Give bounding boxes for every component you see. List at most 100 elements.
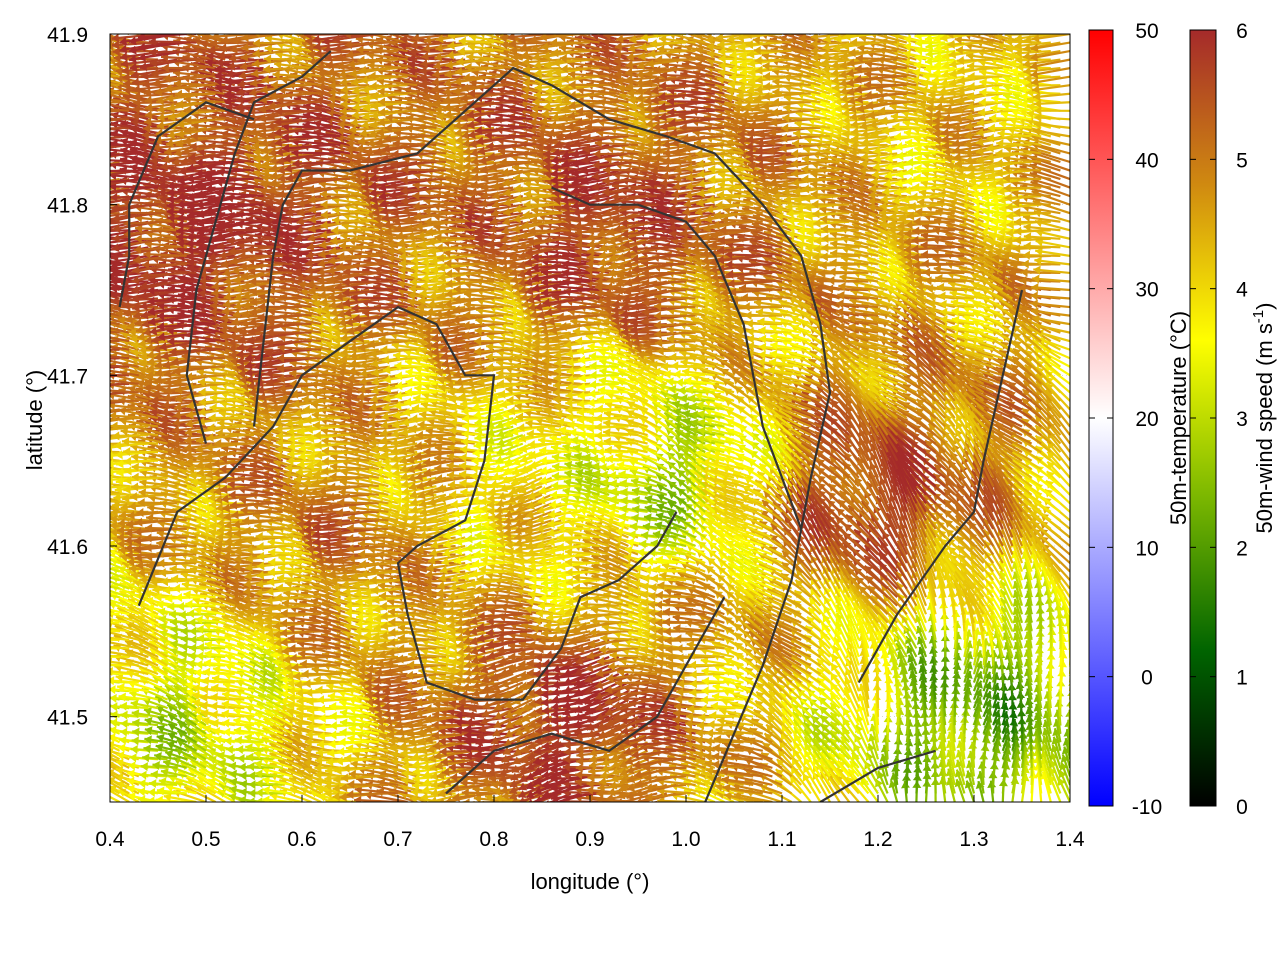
- wind-vector-head: [99, 730, 107, 739]
- wind-vector-head: [102, 586, 110, 595]
- wind-vector-head: [81, 760, 89, 768]
- wind-vector-head: [431, 779, 440, 789]
- wind-vector-head: [315, 777, 323, 787]
- wind-vector-head: [624, 807, 632, 816]
- wind-vector-head: [634, 806, 642, 815]
- wind-vector: [110, 780, 130, 795]
- wind-vector-head: [98, 767, 106, 775]
- wind-vector-head: [97, 751, 105, 759]
- wind-vector-head: [91, 727, 99, 735]
- wind-vector-head: [1059, 762, 1069, 771]
- wind-vector-head: [509, 791, 518, 801]
- wind-vector-head: [89, 758, 97, 766]
- wind-vector-head: [421, 785, 430, 794]
- wind-vector-head: [324, 789, 332, 799]
- wind-vector-head: [152, 761, 160, 770]
- wind-vector-head: [96, 623, 104, 632]
- wind-vector: [459, 800, 466, 802]
- wind-vector-head: [149, 779, 157, 789]
- wind-vector-head: [445, 796, 452, 802]
- wind-vector-head: [334, 765, 342, 775]
- wind-vector: [1068, 691, 1070, 700]
- wind-vector-head: [83, 659, 90, 668]
- wind-vector: [354, 788, 399, 795]
- wind-vector-head: [229, 777, 238, 787]
- wind-vector-head: [79, 592, 86, 601]
- wind-vector-head: [137, 787, 146, 797]
- wind-vector-head: [428, 804, 436, 813]
- wind-vector-head: [724, 791, 733, 801]
- wind-vector-head: [140, 762, 148, 772]
- wind-vector-head: [77, 619, 84, 628]
- wind-vector-head: [411, 780, 420, 790]
- wind-vector-head: [721, 775, 730, 785]
- wind-vector-head: [262, 776, 271, 785]
- wind-vector-head: [645, 783, 653, 793]
- wind-vector: [110, 769, 121, 778]
- wind-vector-head: [528, 798, 533, 802]
- wind-vector-head: [346, 790, 354, 800]
- wind-vector-head: [430, 771, 439, 781]
- wind-vector-head: [350, 759, 359, 769]
- wind-vector-head: [325, 796, 333, 802]
- wind-vector-head: [218, 766, 227, 776]
- wind-vector-head: [422, 799, 427, 802]
- wind-vector-head: [450, 772, 458, 782]
- wind-vector: [110, 778, 121, 786]
- wind-vector-head: [542, 790, 551, 799]
- wind-vector-head: [90, 776, 98, 784]
- wind-vector-head: [534, 786, 543, 795]
- wind-vector-head: [238, 795, 247, 802]
- wind-vector-head: [92, 720, 100, 728]
- wind-vector: [577, 800, 581, 802]
- wind-vector-head: [239, 787, 247, 797]
- wind-vector-head: [100, 723, 108, 732]
- wind-vector-head: [110, 657, 113, 667]
- wind-vector: [662, 800, 667, 802]
- wind-vector-head: [635, 788, 644, 798]
- wind-vector: [567, 800, 571, 802]
- wind-vector: [486, 800, 494, 802]
- wind-vector-head: [93, 676, 100, 685]
- wind-vector-head: [574, 777, 583, 787]
- wind-vector-head: [645, 792, 653, 802]
- wind-vector-head: [609, 780, 618, 790]
- wind-vector-head: [617, 790, 626, 800]
- wind-vector-head: [95, 692, 103, 701]
- wind-vector-head: [720, 767, 729, 776]
- wind-vector-head: [138, 779, 146, 789]
- wind-vector-head: [461, 788, 469, 798]
- wind-vector: [110, 789, 130, 802]
- wind-vector-head: [255, 769, 263, 779]
- wind-vector-head: [316, 785, 324, 795]
- wind-vector-head: [597, 783, 605, 793]
- wind-vector: [557, 800, 562, 802]
- wind-vector-head: [354, 795, 362, 802]
- wind-vector: [720, 769, 763, 778]
- wind-vector-head: [139, 770, 147, 780]
- wind-vector-head: [254, 759, 263, 769]
- wind-vector: [110, 706, 111, 709]
- wind-vector-head: [341, 773, 349, 783]
- wind-vector-head: [100, 677, 107, 686]
- wind-vector-head: [350, 799, 353, 802]
- wind-vector-head: [347, 779, 355, 789]
- wind-vector-head: [543, 809, 551, 818]
- wind-vector-head: [481, 776, 489, 786]
- wind-vector-head: [519, 796, 526, 802]
- wind-vector-head: [78, 635, 85, 644]
- wind-vector: [677, 800, 686, 802]
- wind-vector-head: [248, 788, 256, 798]
- wind-vector-head: [89, 750, 97, 758]
- wind-vector-head: [247, 771, 256, 781]
- wind-vector-head: [128, 761, 136, 771]
- wind-vector-head: [460, 778, 468, 788]
- wind-vector-head: [442, 767, 450, 777]
- wind-vector-head: [518, 803, 526, 811]
- wind-vector: [1068, 682, 1070, 692]
- wind-vector-head: [551, 803, 559, 812]
- wind-vector-head: [314, 763, 322, 773]
- wind-vector-head: [550, 793, 559, 802]
- wind-vector-head: [722, 783, 731, 793]
- wind-vector-head: [527, 813, 535, 821]
